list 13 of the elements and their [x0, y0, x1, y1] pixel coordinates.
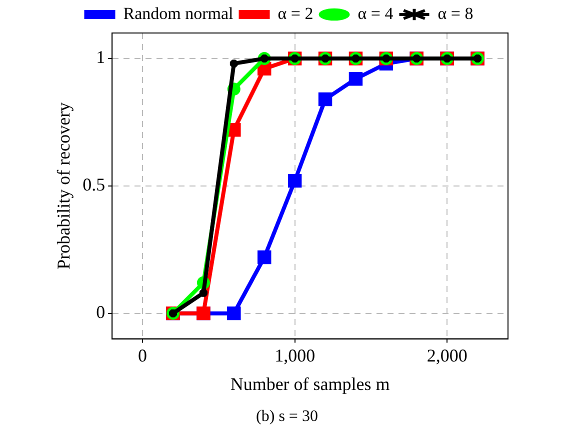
- y-tick-label: 0: [96, 302, 106, 322]
- x-tick-label: 2,000: [426, 345, 468, 366]
- legend-label: α = 4: [358, 4, 394, 23]
- legend-label: α = 2: [278, 4, 314, 23]
- legend-label: Random normal: [123, 4, 234, 23]
- x-tick-label: 0: [138, 345, 148, 366]
- x-tick-label: 1,000: [274, 345, 316, 366]
- text: (b) s = 30: [255, 408, 319, 426]
- y-tick-label: 1: [96, 47, 106, 68]
- y-axis-title: Probability of recovery: [54, 102, 74, 270]
- legend-label: α = 8: [438, 4, 474, 23]
- y-tick-label: 0.5: [82, 174, 106, 195]
- x-axis-title: Number of samples m: [230, 374, 390, 394]
